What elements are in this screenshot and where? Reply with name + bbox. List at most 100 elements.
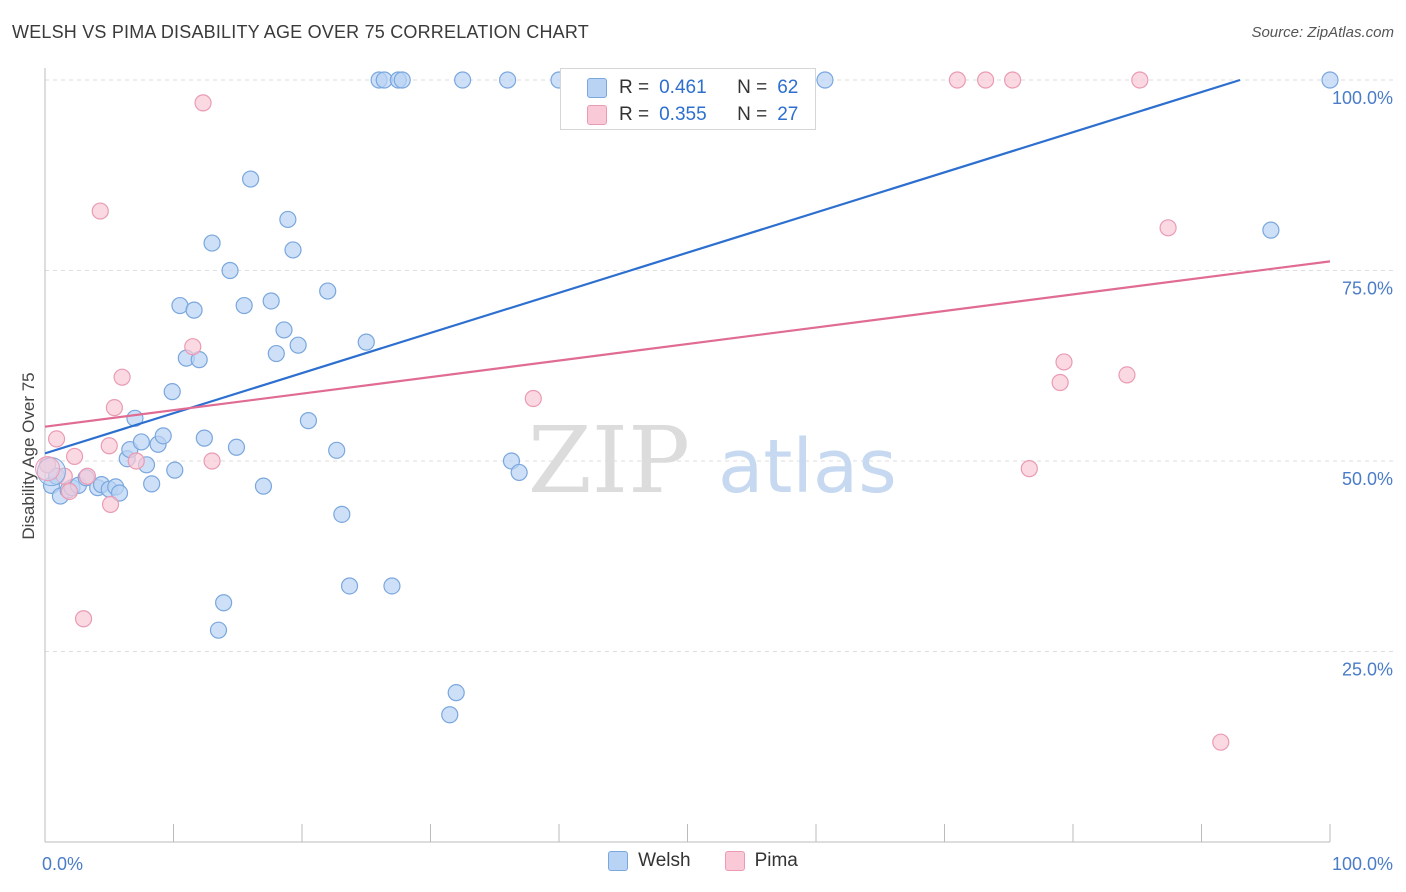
pima-point: [113, 368, 131, 386]
stats-row-pima: R = 0.355 N = 27: [587, 104, 798, 126]
welsh-point: [166, 461, 184, 479]
pima-point: [60, 482, 79, 501]
welsh-point: [132, 433, 150, 451]
trend-lines: [44, 78, 1331, 455]
x-tick-label: 100.0%: [1332, 854, 1393, 874]
pima-n-label: N =: [737, 104, 768, 125]
welsh-point: [1321, 71, 1339, 89]
pima-point: [1131, 71, 1149, 89]
welsh-swatch: [587, 78, 607, 98]
y-axis-label: Disability Age Over 75: [19, 372, 38, 539]
welsh-point: [441, 706, 459, 724]
pima-point: [977, 71, 995, 89]
pima-trend-line: [44, 260, 1331, 428]
pima-point: [91, 202, 109, 220]
welsh-point: [235, 296, 253, 315]
welsh-point: [275, 321, 293, 339]
welsh-point: [1262, 221, 1280, 239]
pima-swatch: [587, 105, 607, 125]
pima-point: [1118, 366, 1136, 384]
y-tick-label: 75.0%: [1342, 279, 1393, 299]
welsh-point: [289, 336, 307, 354]
welsh-point: [254, 477, 273, 495]
welsh-point: [299, 412, 318, 430]
welsh-point: [163, 383, 181, 401]
pima-point: [100, 437, 118, 455]
pima-point: [1004, 71, 1022, 89]
welsh-point: [393, 71, 411, 89]
watermark-atlas: atlas: [718, 424, 897, 510]
pima-point: [948, 71, 966, 89]
welsh-point: [340, 577, 359, 595]
welsh-point: [110, 484, 129, 502]
chart-title: WELSH VS PIMA DISABILITY AGE OVER 75 COR…: [12, 22, 589, 42]
welsh-point: [383, 577, 401, 595]
welsh-point: [333, 505, 351, 523]
welsh-point: [262, 292, 280, 310]
welsh-n-value: 62: [777, 77, 799, 98]
welsh-point: [215, 594, 233, 612]
stats-row-welsh: R = 0.461 N = 62: [587, 77, 798, 99]
tick-labels: 25.0% 50.0% 75.0% 100.0% 0.0% 100.0%: [42, 88, 1393, 874]
welsh-point: [279, 210, 297, 229]
welsh-point: [284, 241, 302, 259]
welsh-point: [357, 333, 375, 351]
welsh-point: [447, 684, 465, 702]
welsh-point: [319, 282, 337, 300]
pima-point: [203, 452, 221, 470]
pima-point: [74, 610, 93, 628]
pima-r-label: R =: [619, 104, 650, 125]
legend-welsh-swatch: [608, 851, 629, 871]
welsh-point: [203, 234, 221, 252]
pima-point: [1159, 219, 1177, 237]
stats-box: R = 0.461 N = 62 R = 0.355 N = 27: [560, 68, 816, 130]
welsh-point: [267, 344, 285, 363]
welsh-point: [195, 429, 213, 447]
pima-point: [1051, 373, 1069, 392]
pima-point: [127, 452, 145, 470]
pima-point: [524, 389, 542, 408]
welsh-point: [510, 463, 528, 482]
pima-point: [101, 495, 120, 514]
welsh-point: [154, 427, 172, 445]
pima-n-value: 27: [777, 104, 799, 125]
pima-point: [35, 456, 61, 482]
welsh-trend-line: [44, 78, 1241, 455]
welsh-point: [143, 475, 161, 493]
welsh-point: [499, 71, 517, 89]
welsh-point: [328, 441, 346, 459]
y-tick-label: 100.0%: [1332, 88, 1393, 108]
grid: [45, 79, 1395, 652]
pima-point: [1055, 353, 1073, 371]
welsh-point: [227, 438, 246, 456]
legend-item-welsh[interactable]: Welsh: [608, 850, 691, 872]
pima-point: [105, 399, 123, 417]
watermark-zip: ZIP: [528, 407, 690, 514]
welsh-point: [242, 170, 260, 188]
welsh-r-label: R =: [619, 77, 650, 98]
pima-point: [65, 447, 84, 466]
data-points: [35, 71, 1339, 751]
welsh-r-value: 0.461: [659, 77, 707, 98]
y-tick-label: 50.0%: [1342, 469, 1393, 489]
pima-point: [47, 430, 66, 448]
pima-point: [78, 467, 97, 485]
pima-point: [1212, 733, 1230, 751]
legend: Welsh Pima: [0, 850, 1406, 872]
x-tick-label: 0.0%: [42, 854, 83, 874]
source-label: Source: ZipAtlas.com: [1251, 24, 1394, 41]
legend-welsh-label: Welsh: [638, 850, 691, 871]
welsh-point: [816, 71, 834, 89]
legend-pima-label: Pima: [754, 850, 798, 871]
pima-point: [184, 338, 202, 356]
legend-pima-swatch: [724, 851, 745, 871]
pima-point: [194, 94, 212, 112]
axes: [44, 68, 1331, 843]
pima-r-value: 0.355: [659, 104, 707, 125]
pima-point: [1020, 460, 1038, 478]
welsh-point: [209, 621, 228, 639]
welsh-point: [454, 71, 472, 89]
legend-item-pima[interactable]: Pima: [724, 850, 798, 872]
welsh-point: [185, 301, 203, 319]
